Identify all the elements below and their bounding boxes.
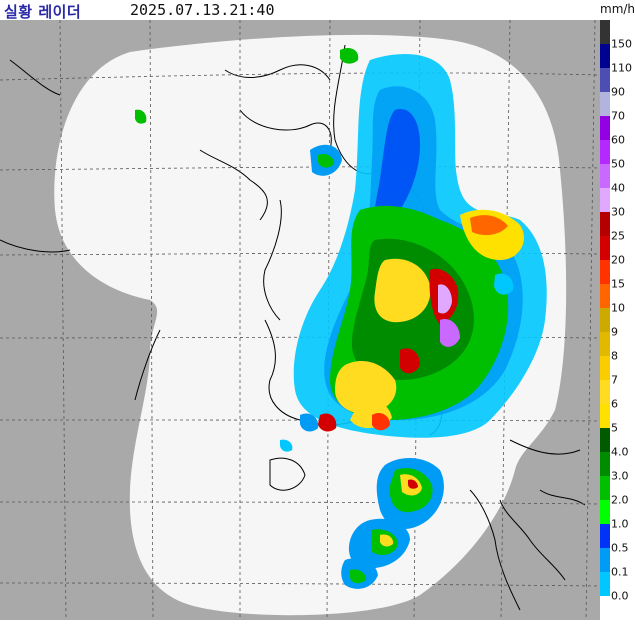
legend-swatch: [600, 452, 610, 476]
legend-label: 9: [611, 325, 618, 339]
legend-label: 50: [611, 157, 625, 171]
legend-swatch: [600, 140, 610, 164]
legend-swatch: [600, 284, 610, 308]
legend-label: 6: [611, 397, 618, 411]
legend-swatch: [600, 524, 610, 548]
color-legend: 150 110 90 70 60 50 40 30 25 20 15 10 9 8 7 6 5 4.0 3.0 2.0…: [600, 20, 635, 620]
legend-swatch: [600, 92, 610, 116]
legend-label: 60: [611, 133, 625, 147]
legend-swatch: [600, 428, 610, 452]
radar-map-svg: [0, 19, 601, 621]
legend-swatch: [600, 548, 610, 572]
legend-label: 10: [611, 301, 625, 315]
legend-label: 1.0: [611, 517, 629, 531]
legend-swatch: [600, 404, 610, 428]
legend-label: 0.5: [611, 541, 629, 555]
legend-label: 4.0: [611, 445, 629, 459]
legend-label: 2.0: [611, 493, 629, 507]
legend-swatch: [600, 164, 610, 188]
legend-swatch: [600, 380, 610, 404]
legend-label: 25: [611, 229, 625, 243]
legend-swatch-zero: [600, 596, 610, 610]
legend-label: 5: [611, 421, 618, 435]
legend-swatch: [600, 308, 610, 332]
legend-label: 40: [611, 181, 625, 195]
legend-color-bar: [600, 20, 610, 610]
legend-swatch: [600, 116, 610, 140]
legend-label: 150: [611, 37, 632, 51]
page-title: 실황 레이더: [4, 3, 82, 21]
timestamp: 2025.07.13.21:40: [130, 1, 275, 19]
legend-swatch: [600, 476, 610, 500]
legend-label: 3.0: [611, 469, 629, 483]
legend-label: 0.0: [611, 589, 629, 603]
legend-label: 30: [611, 205, 625, 219]
legend-swatch: [600, 332, 610, 356]
legend-label: 8: [611, 349, 618, 363]
precipitation-echoes: [134, 48, 547, 589]
legend-swatch: [600, 20, 610, 44]
header-bar: 실황 레이더 2025.07.13.21:40 mm/h: [0, 0, 635, 21]
legend-swatch: [600, 356, 610, 380]
legend-swatch: [600, 500, 610, 524]
unit-label: mm/h: [600, 2, 635, 16]
legend-swatch: [600, 236, 610, 260]
legend-swatch: [600, 260, 610, 284]
legend-label: 110: [611, 61, 632, 75]
legend-label: 0.1: [611, 565, 629, 579]
legend-label: 90: [611, 85, 625, 99]
legend-label: 20: [611, 253, 625, 267]
legend-swatch: [600, 188, 610, 212]
legend-swatch: [600, 572, 610, 596]
legend-label: 70: [611, 109, 625, 123]
legend-label: 7: [611, 373, 618, 387]
legend-swatch: [600, 44, 610, 68]
legend-swatch: [600, 68, 610, 92]
radar-map: [0, 19, 601, 621]
legend-swatch: [600, 212, 610, 236]
legend-label: 15: [611, 277, 625, 291]
